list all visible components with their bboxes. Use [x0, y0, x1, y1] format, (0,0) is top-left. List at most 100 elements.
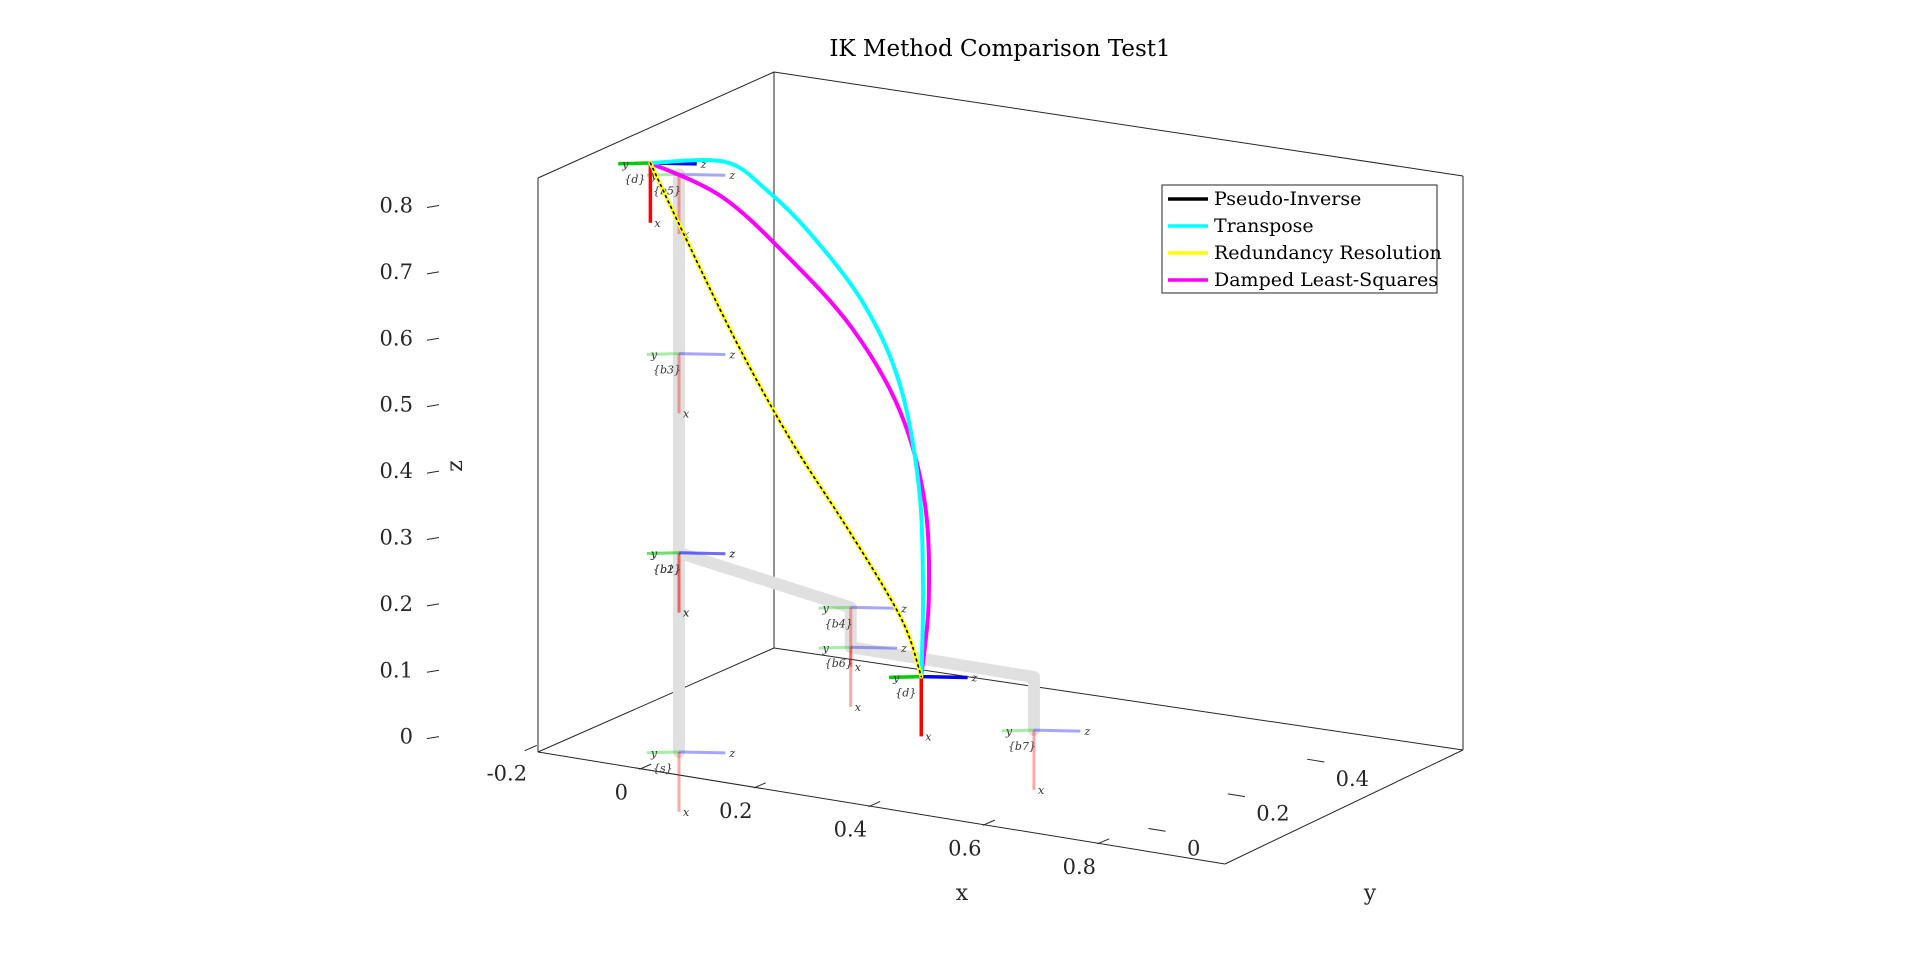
- z-tick-label: 0: [400, 725, 413, 749]
- frame-axis-label: y: [650, 747, 658, 760]
- frame-z-axis: [850, 645, 898, 650]
- frame-axis-label: x: [654, 217, 661, 230]
- y-tick-label: 0.2: [1256, 802, 1289, 826]
- z-tick-label: 0.7: [380, 260, 413, 284]
- z-tick: [426, 669, 440, 673]
- frame-z-axis: [921, 674, 968, 680]
- series-line-1: [648, 158, 926, 679]
- z-tick-label: 0.6: [380, 326, 413, 350]
- frame-axis-label: x: [925, 730, 932, 743]
- legend-entry: Transpose: [1214, 215, 1314, 237]
- x-tick: [982, 819, 995, 826]
- frame-label: {b3}: [653, 364, 681, 377]
- x-tick-label: -0.2: [487, 762, 528, 786]
- x-tick-label: 0.6: [948, 836, 981, 860]
- frame-axis-label: z: [728, 548, 735, 561]
- y-tick-label: 0.4: [1336, 767, 1369, 791]
- frame-axis-label: z: [900, 602, 907, 615]
- legend-entry: Damped Least-Squares: [1214, 269, 1438, 291]
- y-tick: [1307, 758, 1325, 763]
- frame-z-axis: [678, 551, 726, 556]
- x-tick-label: 0.8: [1063, 855, 1096, 879]
- robot-link: [844, 641, 1040, 684]
- frame-axis-label: x: [1038, 784, 1045, 797]
- frame-y-axis: [646, 551, 680, 556]
- frame-axis-label: x: [683, 806, 690, 819]
- y-tick-label: 0: [1187, 836, 1200, 860]
- frame-z-axis: [678, 551, 726, 556]
- frame-label: {b1}: [653, 563, 681, 576]
- y-tick: [1148, 828, 1166, 832]
- legend-entry: Pseudo-Inverse: [1214, 188, 1361, 210]
- frame-y-axis: [818, 605, 851, 610]
- box-edge: [1224, 749, 1464, 865]
- frame-label: {b2}: [653, 563, 681, 576]
- frame-y-axis: [646, 750, 680, 755]
- frame-axis-label: y: [822, 642, 830, 655]
- x-tick-label: 0.2: [719, 799, 752, 823]
- legend: Pseudo-Inverse Transpose Redundancy Resolu…: [1161, 184, 1442, 294]
- frame-label: {s}: [653, 762, 673, 775]
- frame-axis-label: x: [683, 407, 690, 420]
- frame-z-axis: [678, 352, 726, 357]
- frame-axis-label: y: [650, 548, 658, 561]
- z-tick: [426, 204, 440, 208]
- frame-y-axis: [618, 161, 651, 166]
- z-tick: [426, 470, 440, 474]
- z-tick-label: 0.4: [380, 459, 413, 483]
- robot-links: [673, 168, 1040, 758]
- series-line-0: [649, 162, 923, 678]
- z-tick-label: 0.1: [380, 658, 413, 682]
- x-tick: [1097, 838, 1110, 845]
- y-axis-label: y: [1363, 881, 1377, 906]
- axis-ticks: -0.2 0 0.2 0.4 0.6 0.8 0 0.2 0.4 0 0.1 0.2 0.3 0.4 0.5…: [380, 193, 1369, 878]
- frame-axis-label: z: [728, 349, 735, 362]
- x-tick-label: 0.4: [834, 818, 867, 842]
- frame-y-axis: [818, 645, 851, 650]
- x-tick: [868, 800, 881, 808]
- frame-axis-label: y: [650, 169, 658, 182]
- frame-axis-label: z: [1083, 725, 1090, 738]
- z-tick: [426, 337, 440, 341]
- z-axis-label: z: [443, 460, 468, 472]
- y-tick: [1227, 793, 1246, 798]
- frame-axis-label: y: [621, 158, 629, 171]
- box-edge: [773, 647, 1464, 751]
- frame-axis-label: x: [683, 228, 690, 241]
- x-axis-label: x: [956, 881, 969, 906]
- frame-axis-label: x: [855, 661, 862, 674]
- frame-z-axis: [678, 172, 726, 177]
- trajectory-series: [648, 158, 932, 679]
- z-tick: [426, 536, 440, 540]
- frame-axis-label: y: [650, 348, 658, 361]
- frame-axis-label: y: [1005, 725, 1013, 738]
- frame-axis-label: z: [728, 747, 735, 760]
- x-tick-label: 0: [615, 780, 628, 804]
- frame-label: {d}: [895, 687, 916, 700]
- frame-axis-label: y: [822, 602, 830, 615]
- z-tick-label: 0.2: [380, 592, 413, 616]
- frame-axis-label: z: [971, 672, 978, 685]
- z-tick-label: 0.5: [380, 393, 413, 417]
- frame-label: {b4}: [825, 617, 853, 630]
- frame-axis-label: x: [683, 607, 690, 620]
- frame-y-axis: [1001, 728, 1034, 733]
- box-edge: [773, 71, 1464, 177]
- frame-axis-label: z: [728, 548, 735, 561]
- z-tick: [426, 404, 440, 408]
- robot-link: [673, 546, 857, 614]
- frame-z-axis: [678, 750, 726, 755]
- frame-axis-label: x: [855, 701, 862, 714]
- box-edge: [537, 751, 1226, 865]
- series-line-3: [648, 161, 932, 679]
- box-edge: [537, 71, 775, 179]
- frame-y-axis: [889, 674, 922, 680]
- legend-entry: Redundancy Resolution: [1214, 242, 1442, 264]
- chart-title: IK Method Comparison Test1: [829, 36, 1170, 62]
- series-line-2: [648, 161, 924, 679]
- z-tick: [426, 736, 440, 740]
- frame-z-axis: [850, 605, 898, 610]
- frame-label: {d}: [624, 173, 645, 186]
- frame-y-axis: [646, 352, 680, 356]
- legend-box: [1161, 184, 1438, 294]
